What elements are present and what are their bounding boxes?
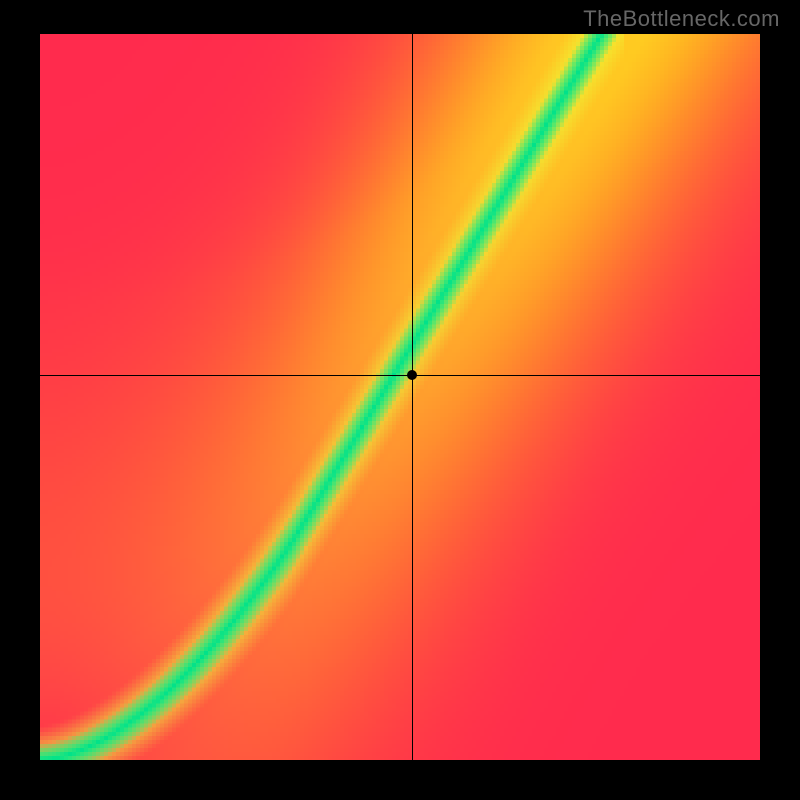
crosshair-horizontal xyxy=(40,375,760,376)
crosshair-dot xyxy=(407,370,417,380)
watermark-text: TheBottleneck.com xyxy=(583,6,780,32)
bottleneck-heatmap xyxy=(40,34,760,760)
crosshair-vertical xyxy=(412,34,413,760)
